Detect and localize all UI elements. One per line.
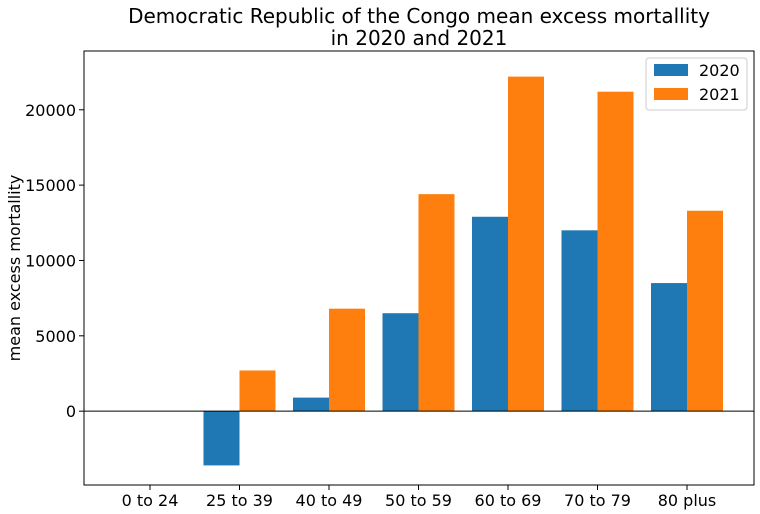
y-ticks-layer: 0 5000 10000 15000 20000 xyxy=(25,101,84,421)
x-tick-label-70-to-79: 70 to 79 xyxy=(564,491,631,510)
x-tick-label-80-plus: 80 plus xyxy=(658,491,717,510)
legend: 2020 2021 xyxy=(645,57,748,111)
legend-swatch-2020 xyxy=(654,64,688,76)
x-tick-label-40-to-49: 40 to 49 xyxy=(296,491,363,510)
plot-frame xyxy=(83,50,755,486)
y-tick-label-5000: 5000 xyxy=(35,327,76,346)
legend-label-2020: 2020 xyxy=(699,61,740,80)
y-tick-label-0: 0 xyxy=(66,402,76,421)
bar-2021-25-to-39 xyxy=(239,370,276,412)
bar-2020-70-to-79 xyxy=(561,230,598,412)
legend-swatch-2021 xyxy=(654,88,688,100)
bars-layer xyxy=(203,76,723,466)
bar-2020-60-to-69 xyxy=(472,216,508,412)
bar-2021-80-plus xyxy=(687,210,723,412)
y-tick-label-10000: 10000 xyxy=(25,251,76,270)
bar-2020-80-plus xyxy=(651,283,687,412)
bar-2021-70-to-79 xyxy=(597,91,634,412)
y-tick-label-15000: 15000 xyxy=(25,176,76,195)
y-axis-label: mean excess mortallity xyxy=(5,175,24,362)
bar-2020-25-to-39 xyxy=(203,411,240,466)
bar-2021-50-to-59 xyxy=(418,194,455,412)
bar-2020-50-to-59 xyxy=(382,313,419,412)
y-tick-label-20000: 20000 xyxy=(25,101,76,120)
x-tick-label-60-to-69: 60 to 69 xyxy=(475,491,542,510)
x-tick-label-25-to-39: 25 to 39 xyxy=(206,491,273,510)
bar-2021-40-to-49 xyxy=(329,308,365,412)
bar-2020-40-to-49 xyxy=(293,397,329,412)
x-tick-label-0-to-24: 0 to 24 xyxy=(122,491,179,510)
legend-label-2021: 2021 xyxy=(699,85,740,104)
x-tick-label-50-to-59: 50 to 59 xyxy=(385,491,452,510)
x-ticks-layer: 0 to 24 25 to 39 40 to 49 50 to 59 60 to 69 7… xyxy=(122,485,717,510)
bar-2021-60-to-69 xyxy=(508,76,544,412)
chart-title-line-2: in 2020 and 2021 xyxy=(331,26,508,50)
chart-title-line-1: Democratic Republic of the Congo mean ex… xyxy=(128,4,710,28)
